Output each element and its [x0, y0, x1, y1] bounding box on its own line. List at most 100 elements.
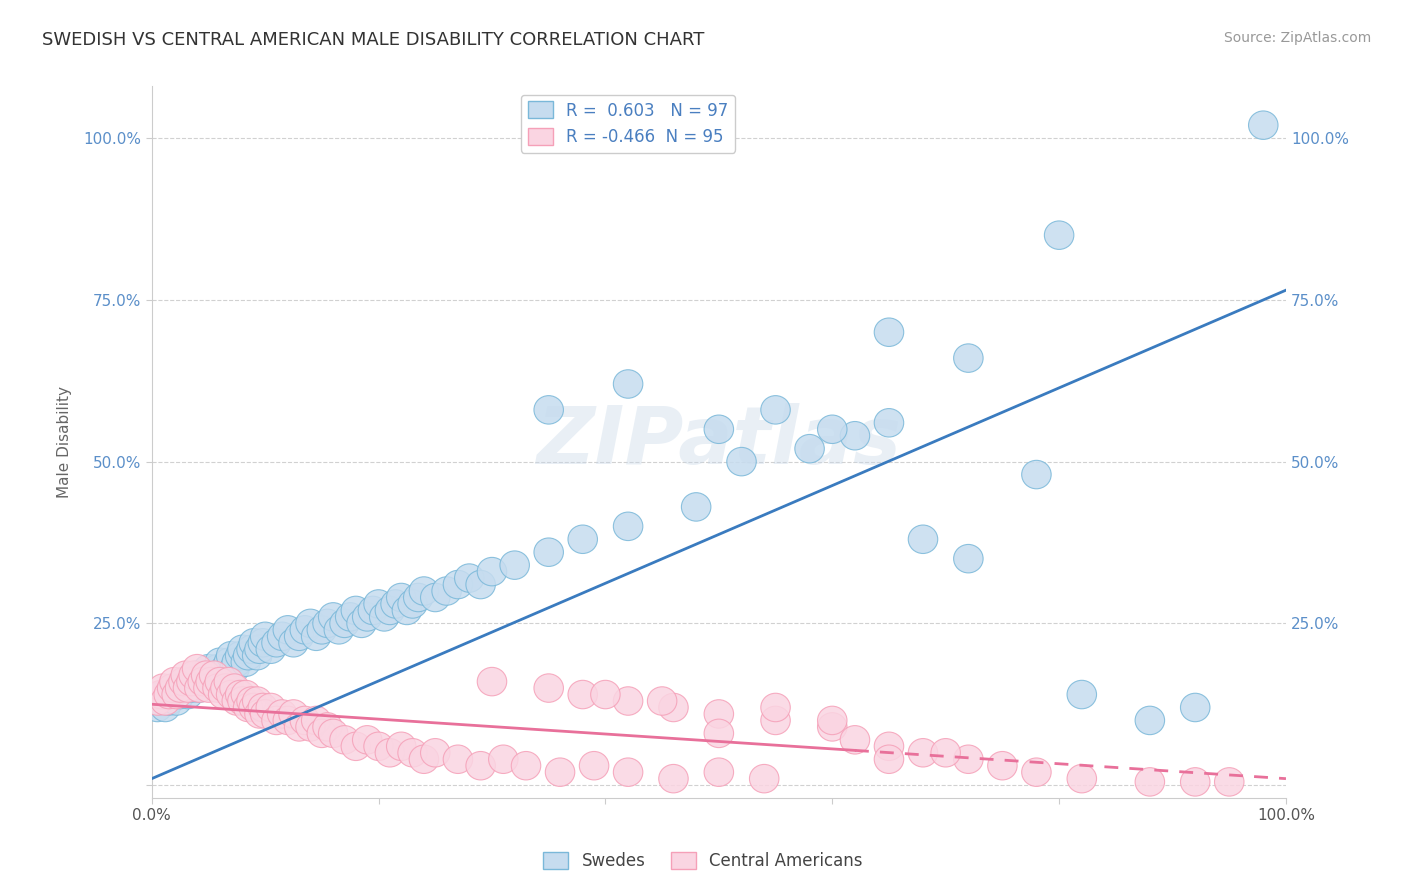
Ellipse shape: [353, 603, 382, 632]
Ellipse shape: [247, 693, 277, 722]
Ellipse shape: [1045, 221, 1074, 250]
Ellipse shape: [325, 615, 353, 644]
Ellipse shape: [239, 629, 269, 657]
Ellipse shape: [217, 681, 246, 709]
Ellipse shape: [231, 681, 260, 709]
Ellipse shape: [295, 713, 325, 741]
Ellipse shape: [273, 615, 302, 644]
Text: SWEDISH VS CENTRAL AMERICAN MALE DISABILITY CORRELATION CHART: SWEDISH VS CENTRAL AMERICAN MALE DISABIL…: [42, 31, 704, 49]
Ellipse shape: [1249, 111, 1278, 139]
Ellipse shape: [219, 673, 249, 702]
Ellipse shape: [219, 655, 249, 683]
Ellipse shape: [222, 687, 252, 715]
Ellipse shape: [157, 681, 187, 709]
Ellipse shape: [353, 725, 382, 754]
Ellipse shape: [173, 681, 202, 709]
Ellipse shape: [682, 492, 711, 521]
Ellipse shape: [256, 693, 285, 722]
Ellipse shape: [250, 699, 280, 728]
Ellipse shape: [179, 661, 208, 690]
Ellipse shape: [247, 629, 277, 657]
Ellipse shape: [546, 758, 575, 787]
Ellipse shape: [155, 681, 183, 709]
Ellipse shape: [188, 667, 218, 696]
Ellipse shape: [169, 667, 198, 696]
Ellipse shape: [290, 706, 319, 735]
Ellipse shape: [146, 687, 176, 715]
Ellipse shape: [267, 622, 297, 650]
Ellipse shape: [931, 739, 960, 767]
Ellipse shape: [841, 422, 870, 450]
Text: ZIPatlas: ZIPatlas: [536, 403, 901, 481]
Ellipse shape: [307, 719, 336, 747]
Ellipse shape: [142, 687, 172, 715]
Ellipse shape: [273, 706, 302, 735]
Ellipse shape: [477, 667, 506, 696]
Ellipse shape: [183, 661, 212, 690]
Ellipse shape: [987, 751, 1017, 780]
Ellipse shape: [194, 655, 224, 683]
Ellipse shape: [195, 667, 225, 696]
Ellipse shape: [841, 725, 870, 754]
Ellipse shape: [157, 673, 187, 702]
Ellipse shape: [222, 648, 252, 676]
Ellipse shape: [262, 706, 291, 735]
Ellipse shape: [398, 739, 427, 767]
Ellipse shape: [228, 635, 257, 664]
Ellipse shape: [179, 667, 208, 696]
Ellipse shape: [375, 739, 405, 767]
Ellipse shape: [370, 603, 399, 632]
Ellipse shape: [488, 745, 517, 773]
Ellipse shape: [875, 318, 904, 346]
Ellipse shape: [307, 615, 336, 644]
Ellipse shape: [465, 570, 495, 599]
Ellipse shape: [953, 544, 983, 573]
Ellipse shape: [245, 635, 274, 664]
Ellipse shape: [166, 681, 195, 709]
Ellipse shape: [398, 590, 427, 618]
Ellipse shape: [336, 603, 366, 632]
Ellipse shape: [155, 687, 183, 715]
Ellipse shape: [387, 583, 416, 612]
Ellipse shape: [387, 732, 416, 761]
Ellipse shape: [225, 641, 254, 670]
Ellipse shape: [443, 570, 472, 599]
Text: Source: ZipAtlas.com: Source: ZipAtlas.com: [1223, 31, 1371, 45]
Ellipse shape: [312, 609, 342, 638]
Ellipse shape: [364, 732, 394, 761]
Ellipse shape: [392, 596, 422, 624]
Ellipse shape: [188, 667, 218, 696]
Ellipse shape: [184, 673, 214, 702]
Ellipse shape: [162, 681, 191, 709]
Ellipse shape: [817, 713, 846, 741]
Ellipse shape: [183, 655, 212, 683]
Ellipse shape: [761, 693, 790, 722]
Ellipse shape: [284, 622, 314, 650]
Ellipse shape: [278, 699, 308, 728]
Ellipse shape: [875, 732, 904, 761]
Ellipse shape: [172, 661, 201, 690]
Ellipse shape: [647, 687, 676, 715]
Ellipse shape: [267, 699, 297, 728]
Ellipse shape: [613, 758, 643, 787]
Ellipse shape: [817, 706, 846, 735]
Ellipse shape: [1215, 768, 1244, 797]
Ellipse shape: [534, 396, 564, 424]
Ellipse shape: [202, 673, 232, 702]
Ellipse shape: [375, 596, 405, 624]
Ellipse shape: [184, 673, 214, 702]
Ellipse shape: [420, 739, 450, 767]
Ellipse shape: [443, 745, 472, 773]
Ellipse shape: [727, 448, 756, 475]
Ellipse shape: [214, 648, 243, 676]
Ellipse shape: [477, 558, 506, 586]
Ellipse shape: [150, 693, 180, 722]
Ellipse shape: [214, 667, 243, 696]
Ellipse shape: [284, 713, 314, 741]
Ellipse shape: [166, 673, 195, 702]
Ellipse shape: [342, 732, 371, 761]
Ellipse shape: [659, 693, 688, 722]
Ellipse shape: [177, 667, 207, 696]
Ellipse shape: [160, 667, 190, 696]
Ellipse shape: [256, 635, 285, 664]
